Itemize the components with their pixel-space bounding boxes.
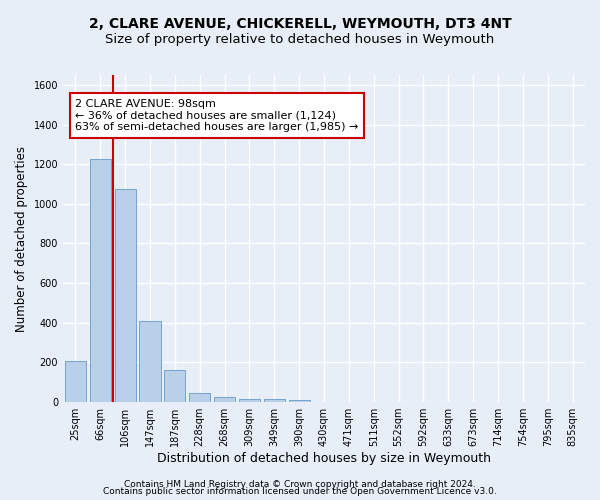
Bar (239, 398, 260, 402)
Bar (65, 362, 86, 402)
Text: Contains HM Land Registry data © Crown copyright and database right 2024.: Contains HM Land Registry data © Crown c… (124, 480, 476, 489)
Bar (214, 396, 235, 402)
Text: Size of property relative to detached houses in Weymouth: Size of property relative to detached ho… (106, 32, 494, 46)
Bar (115, 189, 136, 402)
Bar (164, 370, 185, 402)
Text: 2, CLARE AVENUE, CHICKERELL, WEYMOUTH, DT3 4NT: 2, CLARE AVENUE, CHICKERELL, WEYMOUTH, D… (89, 18, 511, 32)
Text: 2 CLARE AVENUE: 98sqm
← 36% of detached houses are smaller (1,124)
63% of semi-d: 2 CLARE AVENUE: 98sqm ← 36% of detached … (76, 99, 359, 132)
Y-axis label: Number of detached properties: Number of detached properties (15, 146, 28, 332)
Bar (139, 321, 161, 402)
X-axis label: Distribution of detached houses by size in Weymouth: Distribution of detached houses by size … (157, 452, 491, 465)
Bar (264, 399, 285, 402)
Text: Contains public sector information licensed under the Open Government Licence v3: Contains public sector information licen… (103, 487, 497, 496)
Bar (90, 159, 111, 402)
Bar (289, 400, 310, 402)
Bar (189, 393, 211, 402)
